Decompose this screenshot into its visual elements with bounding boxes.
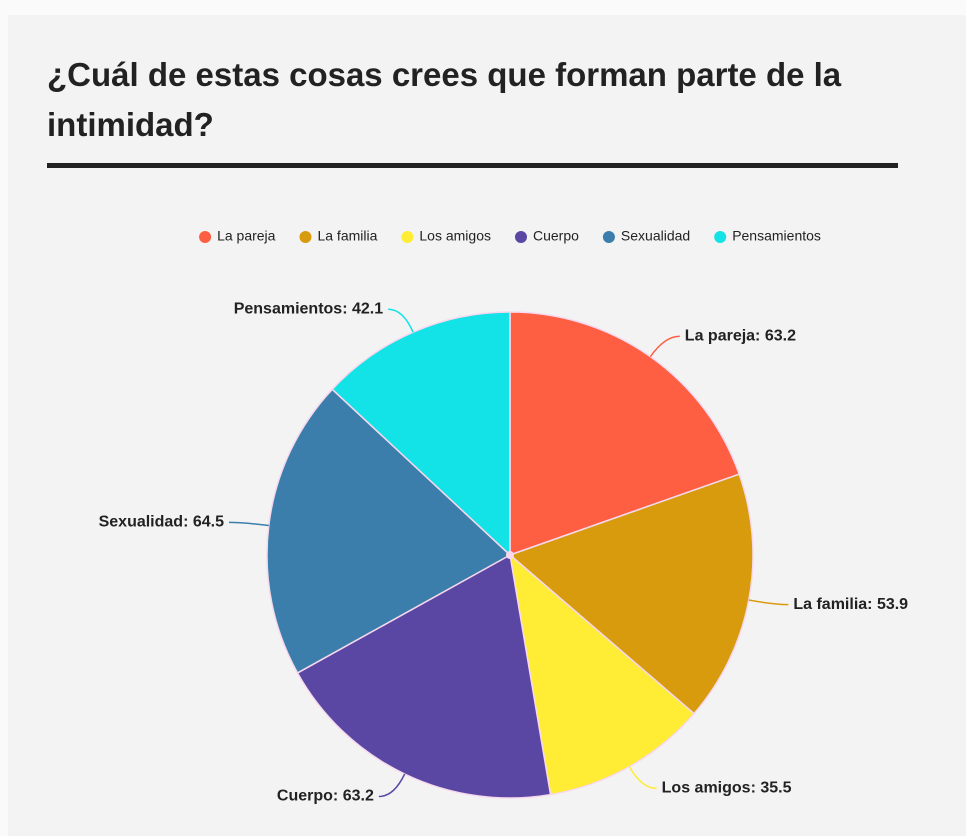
data-label: Pensamientos: 42.1 bbox=[234, 300, 384, 317]
data-label: Los amigos: 35.5 bbox=[662, 780, 792, 797]
title-rule bbox=[47, 163, 898, 168]
legend-label: Cuerpo bbox=[533, 228, 579, 244]
legend-marker bbox=[199, 231, 212, 243]
leader-line bbox=[628, 766, 657, 790]
pie-slice bbox=[508, 553, 696, 796]
leader-line bbox=[748, 599, 789, 606]
leader-line bbox=[378, 773, 406, 798]
legend-marker bbox=[714, 231, 727, 243]
chart-title: ¿Cuál de estas cosas crees que forman pa… bbox=[47, 56, 842, 143]
data-label: Sexualidad: 64.5 bbox=[99, 514, 224, 531]
data-label: La pareja: 63.2 bbox=[685, 327, 796, 344]
legend-marker bbox=[401, 231, 414, 243]
leader-line bbox=[228, 521, 269, 527]
legend-label: Sexualidad bbox=[621, 228, 690, 244]
leader-line bbox=[649, 335, 680, 358]
legend-marker bbox=[514, 231, 527, 243]
pie-slice bbox=[296, 553, 552, 799]
data-label: La familia: 53.9 bbox=[793, 596, 908, 613]
legend-label: La pareja bbox=[217, 228, 276, 244]
legend-marker bbox=[602, 231, 615, 243]
legend-label: Pensamientos bbox=[732, 228, 821, 244]
legend-marker bbox=[299, 231, 312, 243]
leader-line bbox=[388, 308, 414, 333]
legend-label: Los amigos bbox=[419, 228, 491, 244]
pie-center bbox=[506, 551, 514, 559]
data-label: Cuerpo: 63.2 bbox=[277, 788, 374, 805]
legend-label: La familia bbox=[317, 228, 377, 244]
